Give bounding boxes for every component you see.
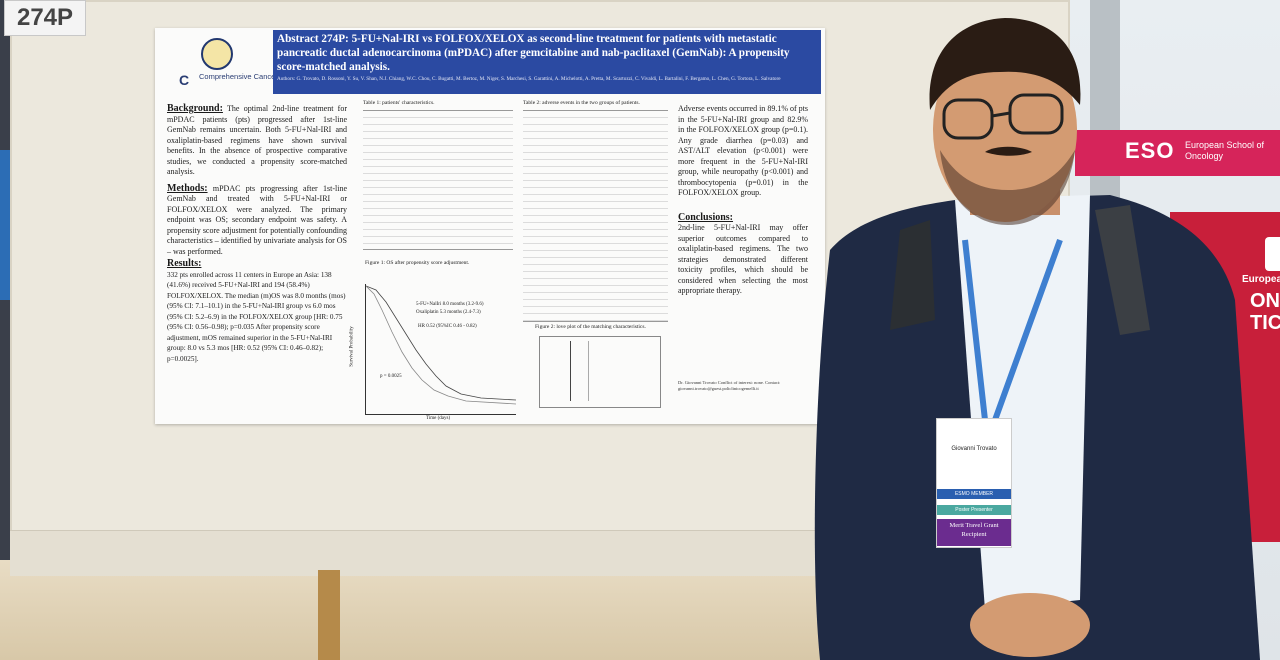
figure2-caption: Figure 2: love plot of the matching char…	[535, 324, 646, 330]
km-survival-plot: 5-FU+NalIri 8.0 months (3.2-9.6) Oxalipl…	[350, 284, 516, 421]
poster-authors: Authors: G. Trovato, D. Rossoni, Y. Su, …	[277, 76, 781, 82]
table2-caption: Table 2: adverse events in the two group…	[523, 100, 640, 106]
scientific-poster: C Comprehensive Cancer Center Abstract 2…	[155, 28, 825, 424]
poster-column-4: Adverse events occurred in 89.1% of pts …	[678, 104, 808, 297]
km-legend-2: Oxaliplatin 5.3 months (2.4-7.3)	[416, 310, 481, 315]
background-heading: Background:	[167, 103, 223, 114]
conclusions-text: 2nd-line 5-FU+Nal-IRI may offer superior…	[678, 223, 808, 295]
figure1-caption: Figure 1: OS after propensity score adju…	[365, 260, 470, 266]
table-1	[363, 110, 513, 250]
results-text: 332 pts enrolled across 11 centers in Eu…	[167, 270, 346, 363]
board-leg	[318, 570, 340, 660]
methods-text: mPDAC pts progressing after 1st-line Gem…	[167, 183, 347, 256]
eso-subtitle: European School of Oncology	[1185, 140, 1265, 161]
background-text: The optimal 2nd-line treatment for mPDAC…	[167, 104, 347, 176]
university-seal-icon	[201, 38, 233, 70]
badge-grant: Merit Travel Grant Recipient	[937, 519, 1011, 546]
booth-logo-mark	[1265, 237, 1280, 271]
km-xlabel: Time (days)	[426, 416, 451, 421]
table1-caption: Table 1: patients' characteristics.	[363, 100, 435, 106]
board-number: 274P	[4, 0, 86, 36]
km-hr: HR 0.52 (95%IC 0.46 - 0.82)	[418, 324, 477, 329]
cancer-center-logo-icon: C	[179, 72, 190, 88]
badge-name: Giovanni Trovato	[951, 446, 997, 452]
eso-booth-sign: ESO European School of Oncology	[1075, 130, 1280, 176]
eso-logo: ESO	[1125, 138, 1175, 163]
institution-logo-text: Comprehensive Cancer Center	[199, 72, 303, 81]
methods-heading: Methods:	[167, 182, 208, 194]
conclusions-heading: Conclusions:	[678, 211, 734, 223]
results-heading: Results:	[167, 258, 202, 269]
booth-red-text-1: European	[1242, 274, 1280, 285]
km-legend-1: 5-FU+NalIri 8.0 months (3.2-9.6)	[416, 302, 484, 307]
conference-badge: Giovanni Trovato ESMO MEMBER Poster Pres…	[936, 418, 1012, 548]
poster-column-1: Background: The optimal 2nd-line treatme…	[167, 103, 347, 364]
badge-member: ESMO MEMBER	[937, 489, 1011, 499]
poster-title: Abstract 274P: 5-FU+Nal-IRI vs FOLFOX/XE…	[277, 33, 790, 73]
km-p-value: p = 0.0025	[380, 374, 402, 379]
poster-header: Abstract 274P: 5-FU+Nal-IRI vs FOLFOX/XE…	[273, 30, 821, 94]
badge-poster-presenter: Poster Presenter	[937, 505, 1011, 515]
adverse-events-text: Adverse events occurred in 89.1% of pts …	[678, 104, 808, 197]
love-plot	[539, 336, 661, 408]
poster-contact: Dr. Giovanni Trovato Conflict of interes…	[678, 380, 781, 391]
km-curves	[366, 285, 516, 405]
table-2	[523, 110, 668, 322]
booth-red-text-2: ONC TIC	[1250, 290, 1280, 334]
